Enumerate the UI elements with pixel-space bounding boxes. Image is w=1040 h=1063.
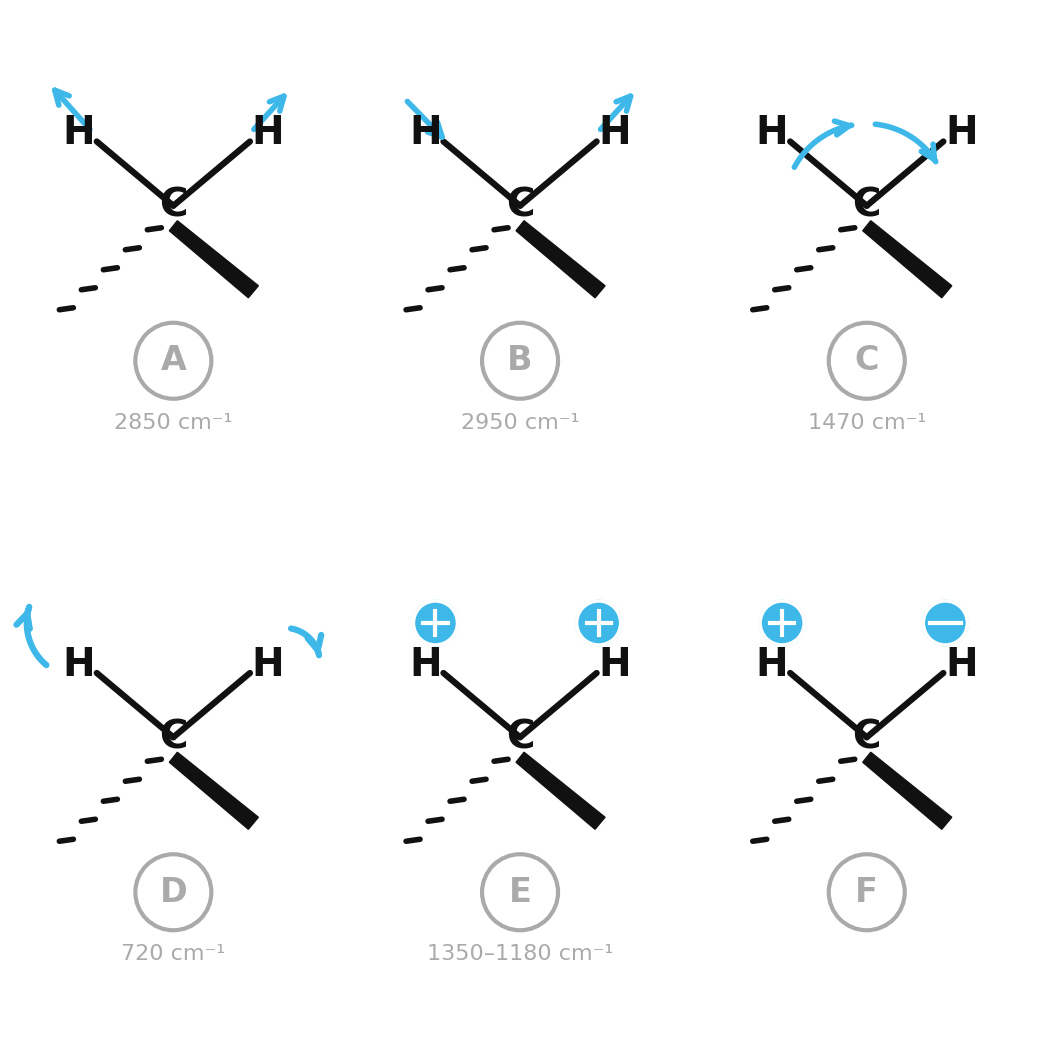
Polygon shape xyxy=(516,753,605,829)
Text: 2950 cm⁻¹: 2950 cm⁻¹ xyxy=(461,412,579,433)
Text: 1470 cm⁻¹: 1470 cm⁻¹ xyxy=(808,412,926,433)
Text: B: B xyxy=(508,344,532,377)
Text: C: C xyxy=(853,719,881,756)
Text: H: H xyxy=(409,115,442,152)
Polygon shape xyxy=(863,221,952,298)
Polygon shape xyxy=(170,753,258,829)
Text: C: C xyxy=(505,187,535,224)
Text: F: F xyxy=(855,876,878,909)
Text: C: C xyxy=(505,719,535,756)
Circle shape xyxy=(414,601,458,645)
Text: E: E xyxy=(509,876,531,909)
Text: H: H xyxy=(252,646,284,684)
Text: H: H xyxy=(945,115,978,152)
Polygon shape xyxy=(516,221,605,298)
Text: 720 cm⁻¹: 720 cm⁻¹ xyxy=(122,944,226,964)
Text: H: H xyxy=(756,646,788,684)
Text: D: D xyxy=(159,876,187,909)
Text: C: C xyxy=(159,719,187,756)
Text: C: C xyxy=(159,187,187,224)
Text: A: A xyxy=(160,344,186,377)
Text: H: H xyxy=(598,646,631,684)
Text: C: C xyxy=(853,187,881,224)
Text: H: H xyxy=(252,115,284,152)
Text: H: H xyxy=(945,646,978,684)
Polygon shape xyxy=(170,221,258,298)
Text: H: H xyxy=(62,646,95,684)
Text: H: H xyxy=(756,115,788,152)
Text: 2850 cm⁻¹: 2850 cm⁻¹ xyxy=(114,412,233,433)
Text: H: H xyxy=(62,115,95,152)
Text: H: H xyxy=(598,115,631,152)
Text: 1350–1180 cm⁻¹: 1350–1180 cm⁻¹ xyxy=(426,944,614,964)
Circle shape xyxy=(924,601,967,645)
Text: H: H xyxy=(409,646,442,684)
Circle shape xyxy=(760,601,804,645)
Polygon shape xyxy=(863,753,952,829)
Circle shape xyxy=(576,601,621,645)
Text: C: C xyxy=(855,344,879,377)
